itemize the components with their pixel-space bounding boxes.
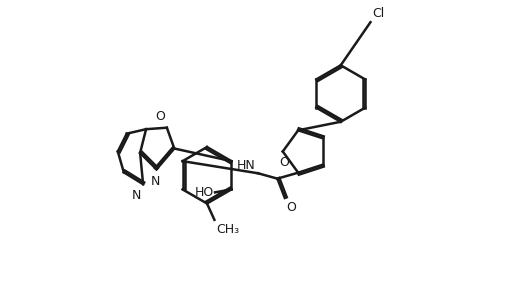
Text: O: O: [286, 201, 296, 214]
Text: N: N: [151, 175, 161, 188]
Text: CH₃: CH₃: [216, 223, 239, 236]
Text: Cl: Cl: [372, 7, 384, 20]
Text: N: N: [132, 189, 141, 202]
Text: O: O: [279, 156, 289, 169]
Text: O: O: [155, 110, 165, 123]
Text: HN: HN: [237, 159, 256, 172]
Text: HO: HO: [194, 186, 213, 199]
